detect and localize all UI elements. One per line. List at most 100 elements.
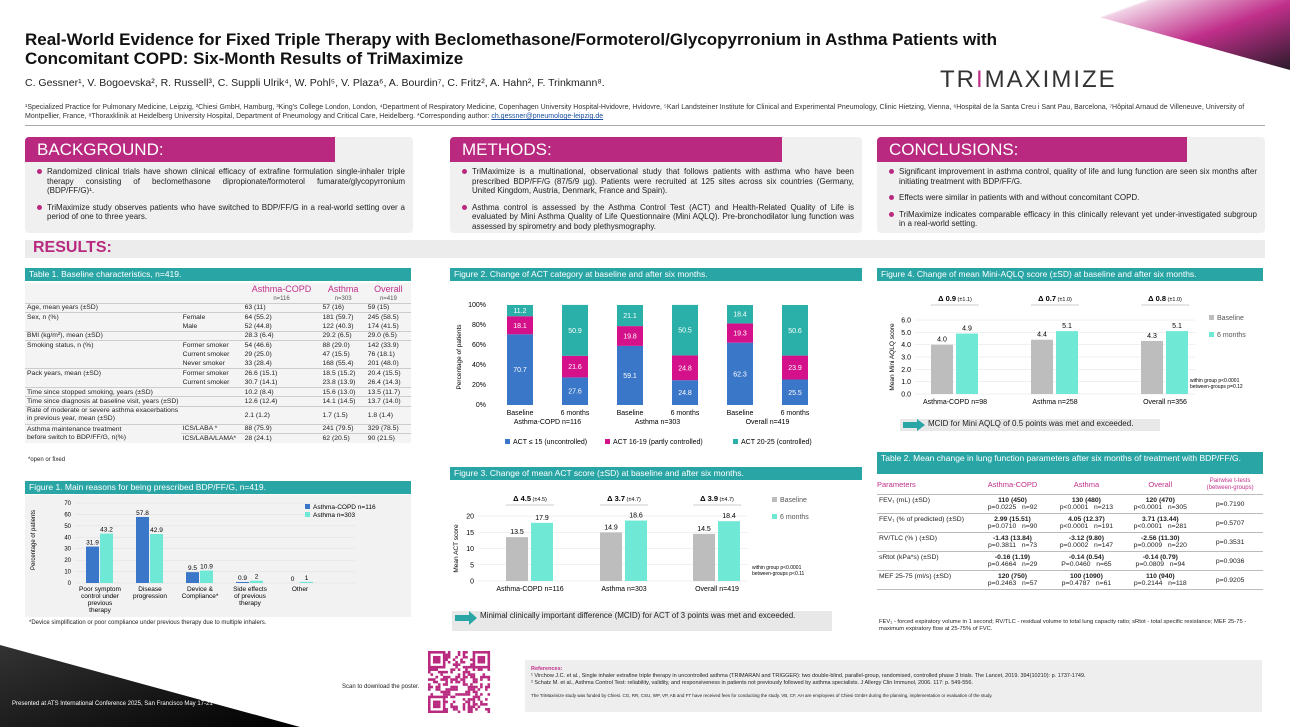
x-tick-label: Asthma n=258 xyxy=(1032,399,1077,406)
qr-module xyxy=(482,673,486,676)
qr-module xyxy=(472,680,476,684)
param-cell: FEV₁ (% of predicted) (±SD) xyxy=(879,515,964,523)
value-cell: -2.56 (11.30) xyxy=(1141,534,1180,542)
stacked-bar-segment xyxy=(507,316,533,335)
email-link[interactable]: ch.gessner@pneumologe-leipzig.de xyxy=(491,113,604,120)
legend-label: Baseline xyxy=(780,497,807,504)
qr-module xyxy=(487,675,491,679)
qr-module xyxy=(440,673,443,676)
table-cell: 1.8 (1.4) xyxy=(365,405,411,425)
qr-module xyxy=(472,685,476,689)
data-label: 5.1 xyxy=(1062,323,1072,330)
references-heading: References: xyxy=(531,666,563,672)
qr-module xyxy=(475,690,478,694)
table-cell: 62 (20.5) xyxy=(320,433,366,444)
background-item: Randomized clinical trials have shown cl… xyxy=(37,167,405,196)
table-cell: Time since diagnosis at baseline visit, … xyxy=(25,396,181,407)
qr-module xyxy=(462,655,466,659)
qr-module xyxy=(485,685,488,689)
y-tick-label: 40 xyxy=(64,535,71,541)
qr-module xyxy=(482,665,486,669)
qr-module xyxy=(452,695,456,699)
qr-module xyxy=(477,688,481,691)
table-cell: 90 (21.5) xyxy=(365,433,411,444)
qr-module xyxy=(435,665,439,669)
qr-module xyxy=(480,658,483,662)
qr-module xyxy=(455,680,458,684)
y-tick-label: 60% xyxy=(472,342,486,349)
qr-module xyxy=(482,703,486,706)
qr-module xyxy=(452,663,456,666)
table-row: Current smoker 30.7 (14.1) 23.8 (13.9) 26.4… xyxy=(25,378,411,387)
x-tick-label: Device & xyxy=(187,586,214,593)
data-label: 4.9 xyxy=(962,326,972,333)
y-tick-label: 40% xyxy=(472,362,486,369)
stacked-bar-segment xyxy=(727,323,753,343)
qr-module xyxy=(442,700,446,704)
qr-module xyxy=(472,703,476,706)
data-label: 43.2 xyxy=(100,527,113,534)
qr-code[interactable] xyxy=(428,651,511,713)
results-heading: RESULTS: xyxy=(33,239,112,256)
qr-module xyxy=(472,698,476,701)
qr-module xyxy=(432,695,436,699)
qr-module xyxy=(462,698,466,701)
bar xyxy=(150,533,163,583)
data-label: 4.3 xyxy=(1147,333,1157,340)
qr-module xyxy=(462,703,466,706)
table-cell: 241 (79.5) xyxy=(320,423,366,434)
x-tick-label: Baseline xyxy=(727,410,754,417)
qr-module xyxy=(457,651,461,654)
qr-module xyxy=(428,703,431,706)
qr-module xyxy=(428,653,431,657)
qr-module xyxy=(452,668,456,671)
qr-module xyxy=(480,678,483,681)
qr-module xyxy=(442,653,446,657)
qr-module xyxy=(447,655,451,659)
qr-module xyxy=(465,700,468,704)
qr-module xyxy=(462,660,466,664)
table-row: Smoking status, n (%) Former smoker 54 (46… xyxy=(25,340,411,350)
table-cell: 245 (58.5) xyxy=(365,311,411,322)
table-cell: 64 (55.2) xyxy=(242,311,321,322)
qr-module xyxy=(470,663,473,666)
qr-module xyxy=(472,695,476,699)
qr-module xyxy=(430,695,434,699)
qr-module xyxy=(437,710,441,713)
qr-module xyxy=(477,651,481,654)
table-cell: Former smoker xyxy=(180,340,243,350)
x-tick-label: Disease xyxy=(138,586,162,593)
qr-module xyxy=(435,705,439,709)
qr-module xyxy=(455,675,458,679)
stat-note: between-groups p=0.12 xyxy=(1190,384,1243,390)
qr-module xyxy=(440,678,443,681)
qr-module xyxy=(482,651,486,654)
qr-module xyxy=(435,655,439,659)
table-cell: BMI (kg/m²), mean (±SD) xyxy=(25,330,181,341)
qr-module xyxy=(435,685,439,689)
methods-box: METHODS: TriMaximize is a multinational,… xyxy=(450,137,862,233)
qr-module xyxy=(480,693,483,696)
table-cell xyxy=(180,302,243,313)
data-label: 21.1 xyxy=(623,313,637,320)
qr-module xyxy=(457,693,461,696)
qr-module xyxy=(465,683,468,686)
table-row: Male 52 (44.8) 122 (40.3) 174 (41.5) xyxy=(25,322,411,331)
table-cell: 142 (33.9) xyxy=(365,340,411,350)
table-cell: Never smoker xyxy=(182,360,225,368)
qr-module xyxy=(442,703,446,706)
y-tick-label: 5 xyxy=(470,562,474,569)
qr-module xyxy=(457,653,461,657)
qr-module xyxy=(462,680,466,684)
background-heading: BACKGROUND: xyxy=(25,137,335,162)
data-label: 18.4 xyxy=(733,312,747,319)
table-cell: 23.8 (13.9) xyxy=(322,379,356,387)
y-axis-label: Mean ACT score xyxy=(453,524,460,573)
table-cell: 2.1 (1.2) xyxy=(242,405,321,425)
qr-module xyxy=(477,658,481,662)
qr-module xyxy=(435,660,439,664)
bar xyxy=(100,533,113,583)
legend-swatch xyxy=(605,439,610,444)
y-tick-label: 80% xyxy=(472,322,486,329)
col-header: Pairwise t-tests (between-groups) xyxy=(1197,476,1263,495)
